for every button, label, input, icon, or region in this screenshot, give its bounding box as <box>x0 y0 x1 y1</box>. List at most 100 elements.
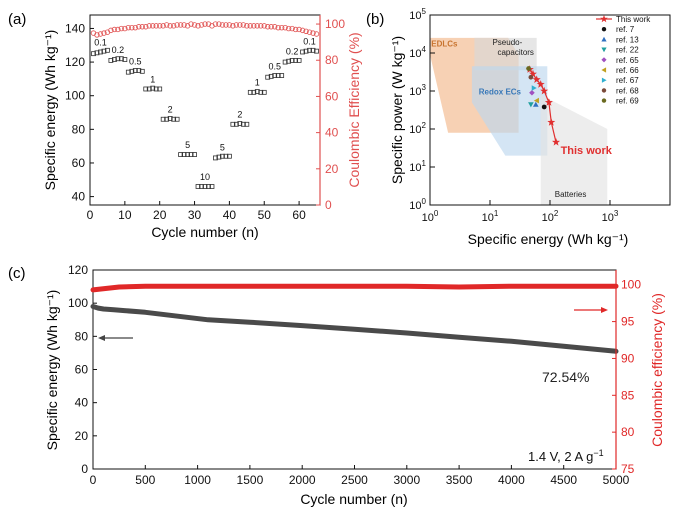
panel-a-rate-label: 1 <box>255 78 260 88</box>
panel-a-y2-label: Coulombic Efficiency (%) <box>346 32 362 187</box>
panel-c-y-tick-label: 40 <box>75 396 89 410</box>
panel-a-energy-point <box>115 56 121 62</box>
panel-b-this-work-point <box>532 75 541 83</box>
panel-a-efficiency-point <box>150 23 156 29</box>
panel-a-efficiency-point <box>202 21 208 27</box>
panel-b-legend-label: ref. 13 <box>616 35 639 44</box>
panel-a-energy-point <box>91 51 96 57</box>
panel-b-y-tick-label: 104 <box>409 45 426 60</box>
panel-b-region-label: EDLCs <box>431 39 458 48</box>
panel-a-energy-point <box>206 184 211 189</box>
panel-a-efficiency-point <box>136 24 142 30</box>
panel-c-x-tick-label: 2000 <box>289 473 316 487</box>
panel-c-y2-tick-label: 100 <box>621 278 641 292</box>
panel-a-energy-point <box>247 89 253 95</box>
panel-b-legend-label: ref. 68 <box>616 86 639 95</box>
panel-c-right-arrowhead <box>601 307 608 313</box>
panel-a-y2-tick-label: 40 <box>325 126 339 140</box>
panel-b-x-tick-label: 100 <box>422 209 439 224</box>
panel-a-efficiency-point <box>174 22 180 28</box>
panel-b-legend-marker <box>601 88 607 93</box>
panel-a-efficiency-point <box>313 31 320 37</box>
panel-b-ref-67-point <box>531 85 537 91</box>
panel-a-efficiency-point <box>258 23 264 29</box>
panel-a-energy-point <box>289 57 295 63</box>
panel-b-legend-marker <box>601 57 607 63</box>
panel-a-energy-point <box>209 184 215 189</box>
panel-c-y2-tick-label: 95 <box>621 315 635 329</box>
panel-b-x-tick-label: 102 <box>542 209 559 224</box>
panel-a-y-label: Specific energy (Wh kg⁻¹) <box>42 30 58 191</box>
panel-a-energy-point <box>216 154 222 160</box>
panel-a-efficiency-point <box>101 30 107 36</box>
panel-b-legend-label: ref. 65 <box>616 56 639 65</box>
panel-a-efficiency-point <box>132 24 139 31</box>
panel-a-efficiency-point <box>139 24 145 30</box>
panel-c-y2-tick-label: 85 <box>621 388 635 402</box>
panel-a-energy-point <box>226 153 232 159</box>
panel-a-energy-point <box>98 49 103 55</box>
panel-c-condition-label: 1.4 V, 2 A g−1 <box>528 448 604 464</box>
panel-a-efficiency-point <box>306 29 313 35</box>
panel-a-energy-point <box>303 48 309 54</box>
panel-a-y2-tick-label: 100 <box>325 17 345 31</box>
panel-a-rate-label: 0.1 <box>94 37 107 47</box>
panel-a-y2-tick-label: 80 <box>325 53 339 67</box>
panel-b-region-label: Batteries <box>555 190 587 199</box>
panel-a-efficiency-point <box>97 31 104 37</box>
panel-a-x-tick-label: 60 <box>292 208 306 222</box>
panel-a-y-tick-label: 60 <box>72 156 86 170</box>
panel-a-rate-label: 2 <box>168 105 173 115</box>
panel-c-y-tick-label: 0 <box>81 462 88 476</box>
panel-a-efficiency-point <box>167 23 173 29</box>
panel-a-y-tick-label: 100 <box>65 89 85 103</box>
panel-a-efficiency-point <box>108 27 114 34</box>
panel-a-efficiency-point <box>143 24 149 30</box>
panel-a-energy-point <box>240 121 246 127</box>
panel-a-efficiency-point <box>181 22 187 28</box>
panel-b-ref-68-point <box>528 74 534 80</box>
panel-a-efficiency-point <box>216 21 222 27</box>
panel-b-region-pseudo-capacitors <box>474 37 537 71</box>
panel-a-efficiency-point <box>303 28 309 34</box>
panel-a-energy-point <box>136 68 142 73</box>
panel-c-y2-tick-label: 80 <box>621 425 635 439</box>
panel-b-ref-65-point <box>529 89 535 96</box>
panel-a-energy-point <box>167 116 173 121</box>
panel-a-energy-point <box>307 47 312 53</box>
panel-b-x-tick-label: 103 <box>602 209 619 224</box>
panel-a-efficiency-point <box>223 22 229 28</box>
panel-a-rate-label: 0.2 <box>286 47 299 57</box>
panel-b-legend-marker <box>601 67 607 73</box>
panel-c-x-tick-label: 2500 <box>341 473 368 487</box>
panel-a-energy-point <box>160 116 166 122</box>
panel-b-region-redox-ecs <box>471 66 548 156</box>
panel-c-x-label: Cycle number (n) <box>300 491 407 507</box>
panel-a-x-tick-label: 30 <box>188 208 202 222</box>
panel-a-energy-point <box>213 155 218 161</box>
panel-a-energy-point <box>310 47 316 53</box>
panel-c-x-tick-label: 5000 <box>603 473 630 487</box>
panel-a-energy-point <box>261 89 267 95</box>
panel-c-y2-tick-label: 75 <box>621 462 635 476</box>
panel-a-energy-point <box>272 73 278 78</box>
panel-b-legend-marker <box>601 36 607 42</box>
panel-b-legend-label: ref. 7 <box>616 25 635 34</box>
panel-a-efficiency-point <box>285 25 292 32</box>
panel-a-energy-point <box>178 152 184 157</box>
panel-a-energy-point <box>118 56 124 62</box>
panel-b-legend-label: ref. 22 <box>616 46 639 55</box>
panel-a-efficiency-point <box>226 22 233 28</box>
panel-c-x-tick-label: 3000 <box>393 473 420 487</box>
panel-b-legend-label: ref. 69 <box>616 97 639 106</box>
panel-c-y-tick-label: 60 <box>75 363 89 377</box>
panel-a-efficiency-point <box>251 23 257 29</box>
panel-a-x-tick-label: 40 <box>223 208 237 222</box>
panel-a-energy-point <box>265 74 271 80</box>
panel-a-rate-label: 0.1 <box>303 36 316 46</box>
panel-a-rate-label: 0.5 <box>129 57 142 67</box>
panel-a-energy-point <box>199 184 204 189</box>
panel-a-energy-point <box>223 153 229 159</box>
panel-a-efficiency-point <box>146 23 152 29</box>
panel-c-y2-label: Coulombic efficiency (%) <box>649 293 665 447</box>
